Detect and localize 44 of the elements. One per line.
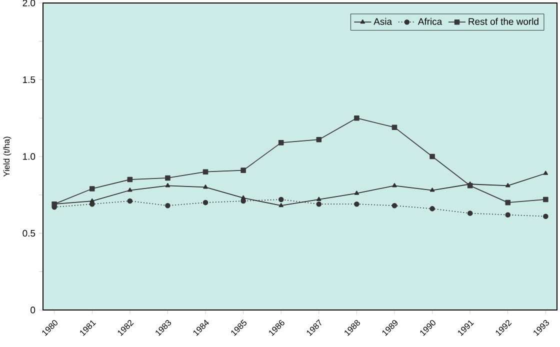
point [316,201,322,207]
point [505,212,511,218]
point [543,214,548,220]
point [316,136,322,142]
point [316,196,322,202]
point [505,200,511,206]
point [467,183,473,188]
point [165,175,170,181]
point [278,140,284,146]
point [203,184,208,189]
point [354,115,360,121]
point [202,200,208,206]
point [430,206,435,212]
point [202,169,208,174]
point [127,198,133,204]
point [278,196,284,202]
point [506,183,510,188]
point [467,210,473,216]
point [354,201,360,207]
point [128,188,132,192]
point [430,188,435,192]
y-tick-label: 1.5 [23,76,36,84]
point [392,202,398,208]
legend-label: Asia [374,18,392,25]
legend-label: Rest of the world [468,18,538,25]
point [354,190,360,195]
point [127,176,133,182]
point [392,124,398,130]
y-axis-title: Yield (t/ha) [3,136,12,177]
legend-label: Africa [418,18,442,25]
point [165,202,170,208]
y-tick-label: 1.0 [23,153,36,160]
point [240,168,246,173]
point [543,170,548,175]
y-tick-label: 2.0 [22,0,36,6]
point [392,183,397,188]
y-tick-label: 0 [30,306,36,314]
point [543,196,548,202]
point [278,202,284,208]
point [165,183,170,188]
y-tick-label: 0.5 [22,230,36,237]
point [430,154,435,160]
point [240,198,246,204]
point [89,186,95,192]
